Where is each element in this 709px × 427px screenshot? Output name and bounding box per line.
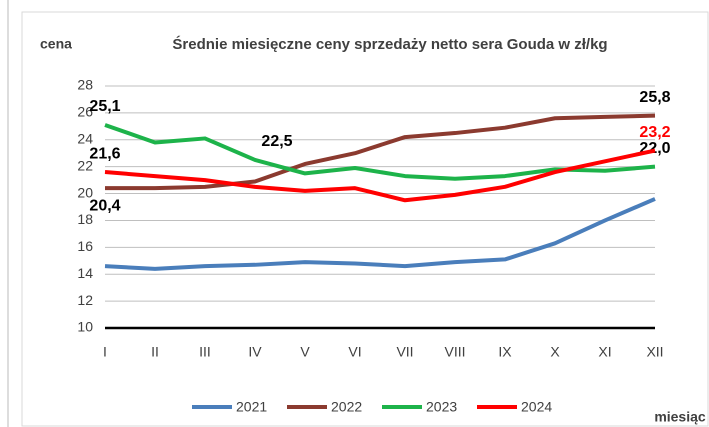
series-line bbox=[104, 123, 656, 181]
data-label: 22,5 bbox=[261, 133, 292, 150]
x-tick-label: XI bbox=[598, 344, 611, 360]
x-tick-label: I bbox=[103, 344, 107, 360]
x-tick-label: IV bbox=[248, 344, 262, 360]
x-tick-label: X bbox=[550, 344, 560, 360]
y-tick-label: 14 bbox=[77, 265, 93, 281]
series-line bbox=[104, 148, 656, 203]
legend-label: 2021 bbox=[236, 399, 267, 415]
data-label: 21,6 bbox=[89, 145, 120, 162]
y-tick-label: 12 bbox=[77, 292, 93, 308]
legend-label: 2024 bbox=[521, 399, 552, 415]
y-tick-label: 26 bbox=[77, 104, 93, 120]
x-axis-title: miesiąc bbox=[654, 409, 706, 425]
y-tick-label: 22 bbox=[77, 157, 93, 173]
legend-label: 2023 bbox=[426, 399, 457, 415]
data-label: 23,2 bbox=[639, 124, 670, 141]
chart-frame bbox=[21, 11, 709, 427]
chart-title: Średnie miesięczne ceny sprzedaży netto … bbox=[172, 35, 607, 53]
x-tick-label: III bbox=[199, 344, 211, 360]
series-line bbox=[105, 113, 656, 191]
x-tick-label: VIII bbox=[444, 344, 465, 360]
y-axis-title: cena bbox=[40, 36, 72, 52]
x-tick-label: VII bbox=[396, 344, 413, 360]
y-tick-label: 28 bbox=[77, 77, 93, 93]
x-tick-label: II bbox=[151, 344, 159, 360]
x-tick-label: IX bbox=[498, 344, 512, 360]
legend-label: 2022 bbox=[331, 399, 362, 415]
y-tick-label: 10 bbox=[77, 319, 93, 335]
x-tick-label: XII bbox=[646, 344, 663, 360]
y-tick-label: 24 bbox=[77, 130, 93, 146]
y-tick-label: 18 bbox=[77, 211, 93, 227]
x-tick-label: VI bbox=[348, 344, 361, 360]
x-tick-label: V bbox=[300, 344, 310, 360]
data-label: 25,8 bbox=[639, 89, 670, 106]
data-label: 25,1 bbox=[89, 98, 120, 115]
data-label: 20,4 bbox=[89, 197, 120, 214]
y-tick-label: 20 bbox=[77, 184, 93, 200]
series-line bbox=[104, 197, 656, 271]
y-tick-label: 16 bbox=[77, 238, 93, 254]
